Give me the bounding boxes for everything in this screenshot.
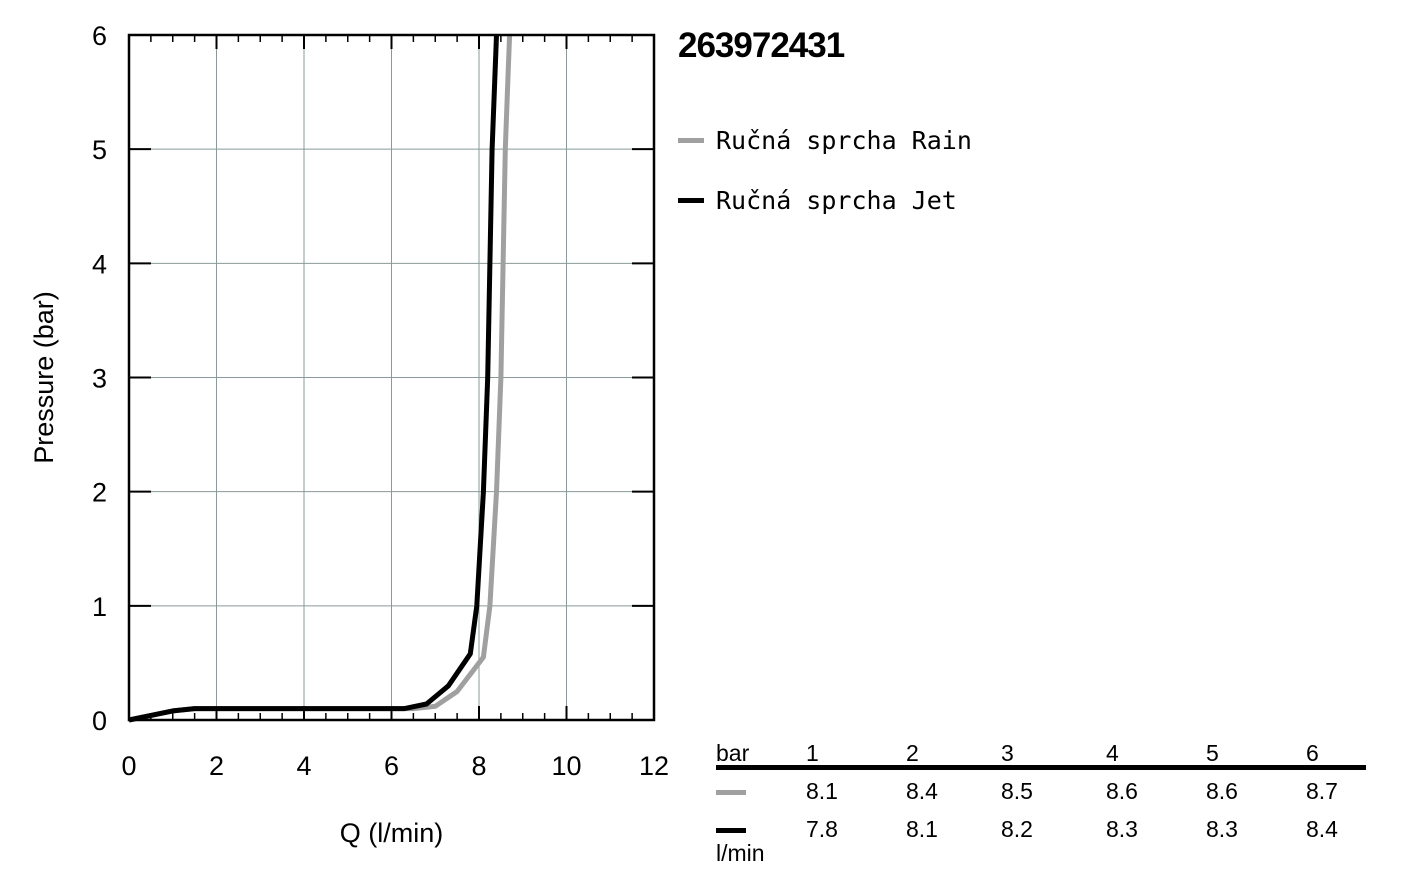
- y-tick-label: 5: [92, 135, 107, 165]
- table-cell: 8.7: [1306, 778, 1338, 804]
- x-tick-label: 2: [209, 751, 224, 781]
- table-cell: 8.5: [1001, 778, 1033, 804]
- table-cell: 8.3: [1206, 816, 1238, 842]
- table-column-header: 3: [1001, 740, 1014, 766]
- series-lines: [128, 34, 513, 723]
- table-cell: 8.3: [1106, 816, 1138, 842]
- table-cell: 8.1: [806, 778, 838, 804]
- table-cell: 8.4: [1306, 816, 1338, 842]
- legend-item-rain: Ručná sprcha Rain: [678, 110, 972, 170]
- x-axis-title: Q (l/min): [340, 818, 444, 848]
- table-cell: 7.8: [806, 816, 838, 842]
- table-header-label: bar: [716, 740, 750, 766]
- table-column-header: 2: [906, 740, 919, 766]
- table-cell: 8.2: [1001, 816, 1033, 842]
- x-tick-label: 12: [639, 751, 669, 781]
- table-column-header: 4: [1106, 740, 1119, 766]
- y-tick-label: 2: [92, 478, 107, 508]
- y-tick-label: 0: [92, 706, 107, 736]
- x-tick-label: 0: [121, 751, 136, 781]
- legend-swatch-jet: [678, 197, 704, 203]
- plot-frame: [127, 33, 656, 722]
- table-cell: 8.6: [1106, 778, 1138, 804]
- x-tick-label: 6: [384, 751, 399, 781]
- table-unit-label: l/min: [716, 840, 765, 866]
- flow-table: bar l/min 1 2 3 4 5 6 8.1 8.4 8.5 8.6 8.6 8.7 7.8 8.1…: [716, 738, 1366, 878]
- y-axis-title: Pressure (bar): [29, 291, 59, 464]
- table-cell: 8.1: [906, 816, 938, 842]
- series-line-jet: [128, 34, 499, 723]
- y-tick-label: 6: [92, 21, 107, 51]
- table-row-swatch: [716, 790, 746, 795]
- product-id: 263972431: [678, 26, 845, 65]
- table-cell: 8.6: [1206, 778, 1238, 804]
- table-column-header: 5: [1206, 740, 1219, 766]
- legend-label-rain: Ručná sprcha Rain: [716, 125, 972, 155]
- legend-label-jet: Ručná sprcha Jet: [716, 185, 957, 215]
- legend-swatch-rain: [678, 137, 704, 143]
- x-tick-label: 4: [296, 751, 311, 781]
- table-column-header: 6: [1306, 740, 1319, 766]
- grid-lines: [129, 35, 654, 720]
- x-tick-label: 8: [471, 751, 486, 781]
- y-tick-label: 4: [92, 249, 107, 279]
- y-tick-label: 3: [92, 364, 107, 394]
- y-tick-label: 1: [92, 592, 107, 622]
- table-header-rule: [716, 765, 1366, 770]
- legend: Ručná sprcha Rain Ručná sprcha Jet: [678, 110, 972, 230]
- table-row-swatch: [716, 828, 746, 833]
- table-cell: 8.4: [906, 778, 938, 804]
- legend-item-jet: Ručná sprcha Jet: [678, 170, 972, 230]
- table-column-header: 1: [806, 740, 819, 766]
- x-tick-label: 10: [551, 751, 581, 781]
